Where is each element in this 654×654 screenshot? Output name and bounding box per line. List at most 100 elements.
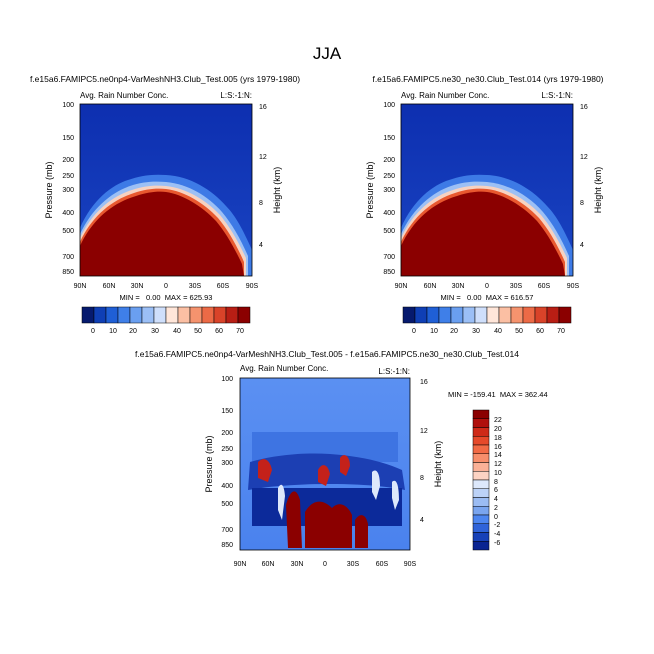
colorbar-swatch: [472, 488, 490, 498]
panel-3-plot-area: [239, 377, 411, 551]
colorbar-swatch: [117, 306, 131, 324]
colorbar-label: 50: [194, 328, 202, 335]
panel-2-plot-area: [400, 103, 574, 277]
x-tick-label: 60N: [424, 283, 437, 290]
colorbar-label: 10: [430, 328, 438, 335]
panel-2-core-red: [401, 191, 565, 276]
panel-3-light-streaks: [278, 470, 399, 520]
y-tick-label: 250: [62, 173, 74, 180]
y-right-tick-label: 4: [580, 242, 584, 249]
colorbar-label: 40: [173, 328, 181, 335]
panel-3-colorbar: 22 20 18 16 14 12 10 8 6 4 2 0 -2 -4 -6: [472, 409, 502, 551]
x-tick-label: 90N: [234, 561, 247, 568]
panel-3-ylabel: Pressure (mb): [204, 435, 214, 492]
y-tick-label: 700: [62, 254, 74, 261]
colorbar-swatch: [165, 306, 179, 324]
x-tick-label: 90S: [246, 283, 259, 290]
colorbar-label: 60: [536, 328, 544, 335]
colorbar-label: 12: [494, 461, 502, 468]
y-tick-label: 200: [383, 157, 395, 164]
colorbar-swatch: [225, 306, 239, 324]
panel-3-subtitle-right: L:S:-1:N:: [378, 367, 410, 376]
panel-2-xticks: 90N 60N 30N 0 30S 60S 90S: [395, 283, 580, 290]
colorbar-swatch: [438, 306, 452, 324]
colorbar-swatch: [510, 306, 524, 324]
panel-3-red-cells: [286, 491, 368, 548]
colorbar-swatch: [472, 453, 490, 463]
x-tick-label: 60N: [262, 561, 275, 568]
y-tick-label: 100: [221, 376, 233, 383]
colorbar-swatch: [81, 306, 95, 324]
colorbar-swatch: [105, 306, 119, 324]
panel-2-ylabel-right: Height (km): [593, 167, 603, 214]
colorbar-swatch: [177, 306, 191, 324]
panel-3-subtitle-left: Avg. Rain Number Conc.: [240, 364, 328, 373]
panel-3-ylabel-right: Height (km): [433, 441, 443, 488]
y-right-tick-label: 12: [420, 428, 428, 435]
colorbar-label: 14: [494, 452, 502, 459]
x-tick-label: 60N: [103, 283, 116, 290]
y-tick-label: 850: [221, 542, 233, 549]
colorbar-swatch: [498, 306, 512, 324]
panel-1-xticks: 90N 60N 30N 0 30S 60S 90S: [74, 283, 259, 290]
colorbar-label: 2: [494, 505, 498, 512]
x-tick-label: 30N: [291, 561, 304, 568]
y-tick-label: 500: [221, 501, 233, 508]
panel-2: f.e15a6.FAMIPC5.ne30_ne30.Club_Test.014 …: [365, 74, 604, 335]
colorbar-swatch: [402, 306, 416, 324]
panel-3-yticks: 100 150 200 250 300 400 500 700 850: [221, 376, 233, 549]
page-title: JJA: [312, 44, 342, 63]
y-right-tick-label: 4: [259, 242, 263, 249]
colorbar-swatch: [472, 506, 490, 516]
colorbar-label: 30: [151, 328, 159, 335]
colorbar-swatch: [522, 306, 536, 324]
x-tick-label: 0: [164, 283, 168, 290]
colorbar-swatch: [534, 306, 548, 324]
colorbar-swatch: [472, 514, 490, 524]
y-right-tick-label: 16: [580, 104, 588, 111]
colorbar-swatch: [414, 306, 428, 324]
y-right-tick-label: 8: [259, 200, 263, 207]
x-tick-label: 90N: [74, 283, 87, 290]
panel-2-frame: [400, 103, 574, 277]
colorbar-swatch: [472, 523, 490, 533]
x-tick-label: 30N: [452, 283, 465, 290]
colorbar-swatch: [472, 444, 490, 454]
colorbar-label: 10: [494, 470, 502, 477]
panel-2-title: f.e15a6.FAMIPC5.ne30_ne30.Club_Test.014 …: [372, 74, 603, 84]
y-tick-label: 150: [221, 408, 233, 415]
y-tick-label: 500: [62, 228, 74, 235]
colorbar-swatch: [93, 306, 107, 324]
colorbar-swatch: [450, 306, 464, 324]
y-tick-label: 500: [383, 228, 395, 235]
y-tick-label: 100: [62, 102, 74, 109]
colorbar-label: 40: [494, 328, 502, 335]
y-right-tick-label: 16: [420, 379, 428, 386]
panel-3-yticks-right: 16 12 8 4: [420, 379, 428, 524]
panel-3-frame: [239, 377, 411, 551]
y-tick-label: 850: [383, 269, 395, 276]
y-tick-label: 700: [221, 527, 233, 534]
panel-2-yticks-right: 16 12 8 4: [580, 104, 588, 249]
colorbar-label: 20: [129, 328, 137, 335]
panel-2-subtitle-left: Avg. Rain Number Conc.: [401, 91, 489, 100]
y-tick-label: 300: [383, 187, 395, 194]
panel-3-stats: MIN = -159.41 MAX = 362.44: [448, 390, 548, 399]
colorbar-label: 60: [215, 328, 223, 335]
y-tick-label: 250: [383, 173, 395, 180]
colorbar-swatch: [201, 306, 215, 324]
y-right-tick-label: 8: [580, 200, 584, 207]
panel-1-ylabel: Pressure (mb): [44, 161, 54, 218]
panel-2-ylabel: Pressure (mb): [365, 161, 375, 218]
panel-1-subtitle-left: Avg. Rain Number Conc.: [80, 91, 168, 100]
colorbar-swatch: [486, 306, 500, 324]
x-tick-label: 30N: [131, 283, 144, 290]
colorbar-label: -4: [494, 531, 500, 538]
colorbar-swatch: [472, 532, 490, 542]
panel-1-yticks: 100 150 200 250 300 400 500 700 850: [62, 102, 74, 276]
panel-2-subtitle-right: L:S:-1:N:: [541, 91, 573, 100]
colorbar-swatch: [472, 471, 490, 481]
y-tick-label: 150: [62, 135, 74, 142]
